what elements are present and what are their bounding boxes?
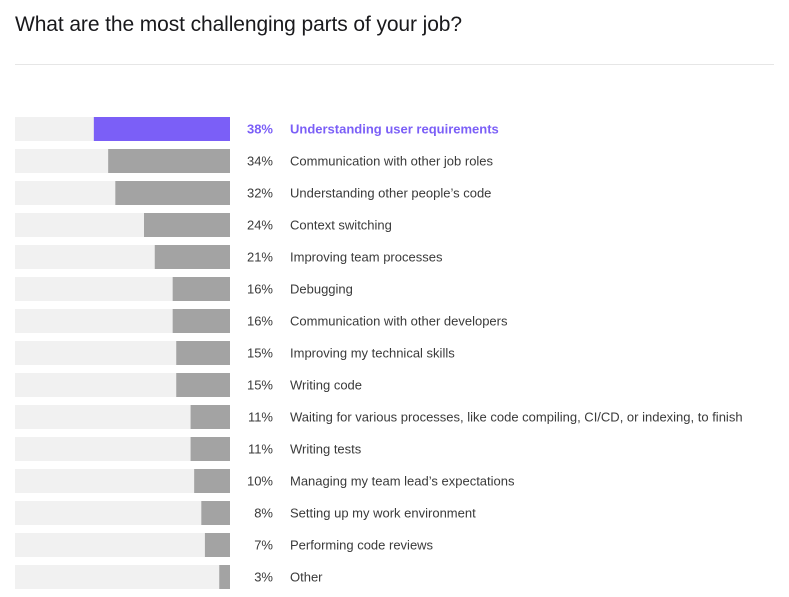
category-label: Waiting for various processes, like code… — [290, 410, 743, 425]
title-divider — [15, 64, 774, 65]
category-label: Debugging — [290, 282, 353, 297]
chart-title: What are the most challenging parts of y… — [15, 13, 462, 36]
bar — [93, 117, 230, 141]
value-label: 24% — [247, 218, 273, 233]
bar-track — [15, 533, 230, 557]
category-label: Understanding other people’s code — [290, 186, 491, 201]
bar-row: 7% Performing code reviews — [15, 533, 434, 557]
bar-row: 3% Other — [15, 565, 323, 589]
bar — [219, 565, 230, 589]
category-label: Communication with other job roles — [290, 154, 494, 169]
value-label: 34% — [247, 154, 273, 169]
bar — [144, 213, 230, 237]
bar-row: 24% Context switching — [15, 213, 392, 237]
bar-row: 11% Waiting for various processes, like c… — [15, 405, 743, 429]
value-label: 11% — [248, 442, 273, 457]
value-label: 10% — [247, 474, 273, 489]
bar — [194, 469, 230, 493]
value-label: 8% — [254, 506, 273, 521]
bar-track — [15, 501, 230, 525]
bar — [190, 405, 230, 429]
bar — [108, 149, 230, 173]
bar-row: 15% Improving my technical skills — [15, 341, 455, 365]
category-label: Writing code — [290, 378, 362, 393]
value-label: 7% — [254, 538, 273, 553]
bar-track — [15, 565, 230, 589]
bar-row: 16% Communication with other developers — [15, 309, 508, 333]
bar — [115, 181, 230, 205]
value-label: 11% — [248, 410, 273, 425]
category-label: Writing tests — [290, 442, 362, 457]
bar — [204, 533, 230, 557]
bar — [201, 501, 230, 525]
bar — [190, 437, 230, 461]
bar — [176, 373, 230, 397]
category-label: Improving my technical skills — [290, 346, 455, 361]
category-label: Performing code reviews — [290, 538, 434, 553]
bar-row: 38% Understanding user requirements — [15, 117, 499, 141]
category-label: Context switching — [290, 218, 392, 233]
bar-row: 11% Writing tests — [15, 437, 362, 461]
value-label: 15% — [247, 378, 273, 393]
bar-row: 16% Debugging — [15, 277, 353, 301]
category-label: Improving team processes — [290, 250, 443, 265]
value-label: 16% — [247, 282, 273, 297]
bar — [154, 245, 230, 269]
value-label: 3% — [254, 570, 273, 585]
value-label: 21% — [247, 250, 273, 265]
bar-row: 34% Communication with other job roles — [15, 149, 494, 173]
category-label: Understanding user requirements — [290, 122, 499, 137]
value-label: 38% — [247, 122, 273, 137]
category-label: Other — [290, 570, 323, 585]
category-label: Communication with other developers — [290, 314, 508, 329]
bar — [172, 277, 230, 301]
bar-row: 10% Managing my team lead’s expectations — [15, 469, 515, 493]
bar — [176, 341, 230, 365]
bar — [172, 309, 230, 333]
category-label: Managing my team lead’s expectations — [290, 474, 515, 489]
value-label: 15% — [247, 346, 273, 361]
bar-row: 32% Understanding other people’s code — [15, 181, 491, 205]
value-label: 16% — [247, 314, 273, 329]
bar-row: 8% Setting up my work environment — [15, 501, 476, 525]
value-label: 32% — [247, 186, 273, 201]
bar-row: 21% Improving team processes — [15, 245, 443, 269]
category-label: Setting up my work environment — [290, 506, 476, 521]
bar-row: 15% Writing code — [15, 373, 362, 397]
